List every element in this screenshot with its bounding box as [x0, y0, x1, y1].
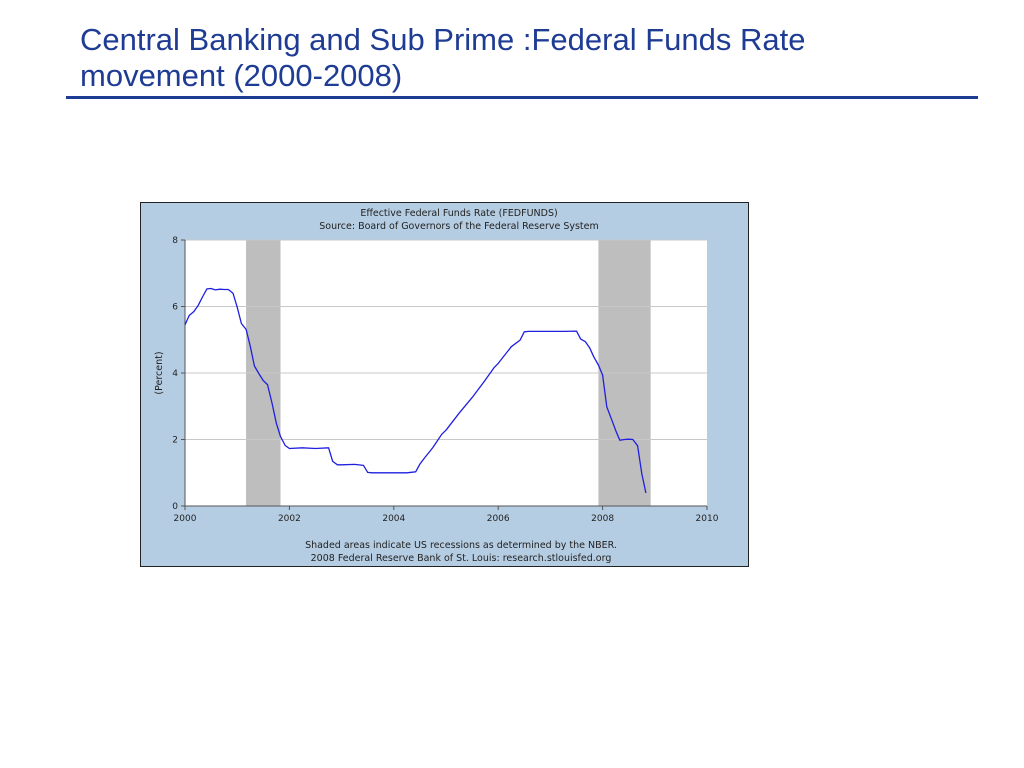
slide-title-line-2: movement (2000-2008) — [80, 58, 403, 93]
slide-title: Central Banking and Sub Prime :Federal F… — [80, 22, 980, 94]
x-tick-label-2010: 2010 — [696, 514, 719, 524]
x-tick-label-2000: 2000 — [174, 514, 197, 524]
series-layer — [184, 287, 647, 494]
y-tick-label-8: 8 — [172, 236, 178, 246]
chart-subtitle: Source: Board of Governors of the Federa… — [319, 221, 599, 232]
chart-svg: Effective Federal Funds Rate (FEDFUNDS) … — [154, 208, 719, 564]
x-tick-label-2006: 2006 — [487, 514, 510, 524]
y-tick-label-6: 6 — [172, 303, 178, 313]
x-tick-label-2004: 2004 — [382, 514, 405, 524]
fed-funds-chart: Effective Federal Funds Rate (FEDFUNDS) … — [140, 202, 749, 567]
x-tick-label-2002: 2002 — [278, 514, 301, 524]
chart-footnote-recessions: Shaded areas indicate US recessions as d… — [305, 540, 617, 551]
gridlines — [184, 239, 707, 507]
y-tick-labels: 0 2 4 6 8 — [172, 236, 185, 512]
chart-title: Effective Federal Funds Rate (FEDFUNDS) — [360, 208, 557, 219]
series-line-fedfunds — [184, 287, 647, 494]
x-tick-label-2008: 2008 — [591, 514, 614, 524]
x-tick-labels: 2000 2002 2004 2006 2008 2010 — [174, 506, 719, 524]
slide-title-line-1: Central Banking and Sub Prime :Federal F… — [80, 22, 806, 57]
chart-footnote-source: 2008 Federal Reserve Bank of St. Louis: … — [311, 553, 612, 564]
y-tick-label-0: 0 — [172, 502, 178, 512]
title-underline — [66, 96, 978, 99]
y-axis-label: (Percent) — [154, 351, 165, 394]
y-tick-label-4: 4 — [172, 369, 178, 379]
y-tick-label-2: 2 — [172, 436, 178, 446]
